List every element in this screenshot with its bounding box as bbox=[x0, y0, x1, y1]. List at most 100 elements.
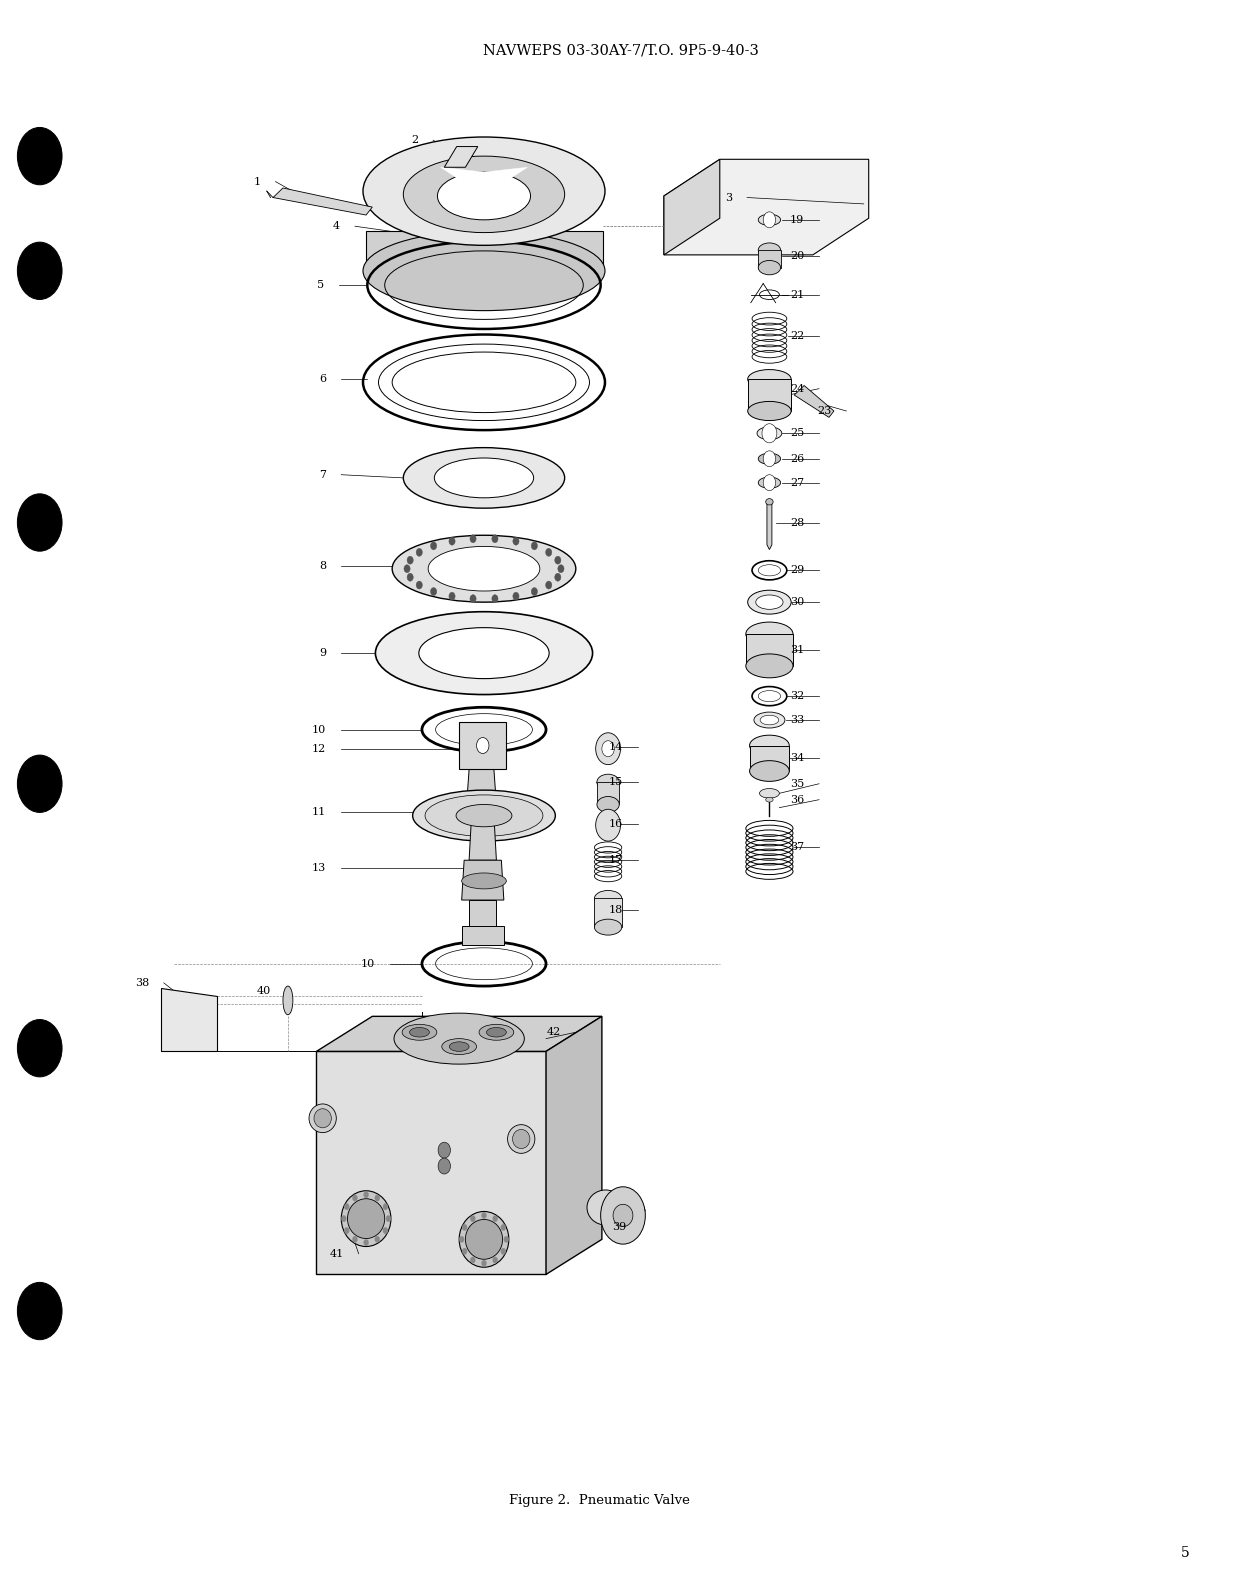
Circle shape bbox=[17, 1020, 62, 1077]
Polygon shape bbox=[746, 634, 793, 666]
FancyBboxPatch shape bbox=[459, 722, 506, 769]
Ellipse shape bbox=[758, 242, 781, 256]
Ellipse shape bbox=[747, 401, 792, 421]
Circle shape bbox=[555, 556, 561, 564]
Circle shape bbox=[493, 1257, 498, 1263]
Text: 1: 1 bbox=[253, 177, 261, 186]
Text: 37: 37 bbox=[791, 843, 804, 852]
Circle shape bbox=[531, 588, 537, 596]
Text: 27: 27 bbox=[791, 478, 804, 487]
Circle shape bbox=[375, 1236, 380, 1243]
Circle shape bbox=[482, 1212, 486, 1219]
Text: 12: 12 bbox=[313, 744, 326, 753]
Circle shape bbox=[438, 1158, 450, 1174]
Circle shape bbox=[383, 1204, 388, 1211]
Ellipse shape bbox=[746, 621, 793, 647]
Circle shape bbox=[501, 1249, 506, 1255]
Polygon shape bbox=[546, 1016, 602, 1274]
Polygon shape bbox=[462, 860, 504, 900]
Ellipse shape bbox=[758, 454, 781, 465]
Ellipse shape bbox=[508, 1125, 535, 1153]
Polygon shape bbox=[767, 502, 772, 550]
Ellipse shape bbox=[486, 1027, 506, 1037]
Text: 20: 20 bbox=[791, 252, 804, 261]
Circle shape bbox=[470, 1257, 475, 1263]
Circle shape bbox=[416, 548, 422, 556]
Ellipse shape bbox=[594, 919, 622, 935]
Circle shape bbox=[383, 1227, 388, 1233]
Text: 40: 40 bbox=[257, 986, 271, 996]
Text: 19: 19 bbox=[791, 215, 804, 225]
Text: 10: 10 bbox=[361, 959, 375, 969]
Ellipse shape bbox=[459, 1211, 509, 1268]
Circle shape bbox=[459, 1236, 464, 1243]
Circle shape bbox=[762, 424, 777, 443]
Ellipse shape bbox=[412, 790, 555, 841]
Circle shape bbox=[352, 1195, 357, 1201]
Text: 2: 2 bbox=[411, 135, 418, 145]
Polygon shape bbox=[602, 1198, 645, 1231]
Ellipse shape bbox=[747, 370, 792, 389]
Ellipse shape bbox=[758, 215, 781, 225]
Polygon shape bbox=[273, 188, 372, 215]
Circle shape bbox=[438, 1142, 450, 1158]
Circle shape bbox=[386, 1215, 391, 1222]
Ellipse shape bbox=[750, 734, 789, 757]
Text: 24: 24 bbox=[791, 384, 804, 393]
Circle shape bbox=[344, 1204, 349, 1211]
Ellipse shape bbox=[462, 873, 506, 889]
Text: 25: 25 bbox=[791, 429, 804, 438]
Text: NAVWEPS 03-30AY-7/T.O. 9P5-9-40-3: NAVWEPS 03-30AY-7/T.O. 9P5-9-40-3 bbox=[483, 45, 758, 57]
Ellipse shape bbox=[375, 612, 593, 695]
Circle shape bbox=[470, 1215, 475, 1222]
Ellipse shape bbox=[597, 774, 619, 790]
Text: 5: 5 bbox=[1180, 1547, 1190, 1560]
Circle shape bbox=[462, 1223, 467, 1230]
Text: 22: 22 bbox=[791, 331, 804, 341]
Circle shape bbox=[531, 542, 537, 550]
Ellipse shape bbox=[759, 789, 779, 798]
Circle shape bbox=[491, 594, 498, 602]
Circle shape bbox=[482, 1260, 486, 1266]
Circle shape bbox=[17, 242, 62, 299]
Polygon shape bbox=[469, 900, 496, 932]
Ellipse shape bbox=[309, 1104, 336, 1133]
Text: 29: 29 bbox=[791, 566, 804, 575]
Circle shape bbox=[555, 573, 561, 581]
Text: 23: 23 bbox=[818, 406, 831, 416]
Ellipse shape bbox=[756, 594, 783, 610]
Circle shape bbox=[596, 809, 620, 841]
Text: 39: 39 bbox=[613, 1222, 627, 1231]
Text: 14: 14 bbox=[609, 742, 623, 752]
Ellipse shape bbox=[753, 712, 784, 728]
Ellipse shape bbox=[410, 1027, 429, 1037]
Text: 41: 41 bbox=[330, 1249, 344, 1258]
Text: 42: 42 bbox=[547, 1027, 561, 1037]
Ellipse shape bbox=[758, 478, 781, 487]
Circle shape bbox=[470, 594, 477, 602]
Circle shape bbox=[763, 451, 776, 467]
Text: 10: 10 bbox=[313, 725, 326, 734]
Circle shape bbox=[546, 548, 552, 556]
Ellipse shape bbox=[449, 1042, 469, 1051]
Ellipse shape bbox=[403, 448, 565, 508]
Ellipse shape bbox=[747, 589, 792, 613]
Ellipse shape bbox=[759, 715, 779, 725]
Ellipse shape bbox=[341, 1192, 391, 1246]
Text: 18: 18 bbox=[609, 905, 623, 914]
Circle shape bbox=[513, 593, 519, 601]
Text: 13: 13 bbox=[313, 863, 326, 873]
Text: 30: 30 bbox=[791, 597, 804, 607]
Polygon shape bbox=[664, 159, 869, 255]
Text: 28: 28 bbox=[791, 518, 804, 527]
Ellipse shape bbox=[594, 890, 622, 906]
Ellipse shape bbox=[392, 535, 576, 602]
Ellipse shape bbox=[314, 1109, 331, 1128]
Ellipse shape bbox=[428, 546, 540, 591]
Ellipse shape bbox=[587, 1190, 624, 1225]
Ellipse shape bbox=[766, 796, 773, 803]
Circle shape bbox=[449, 593, 455, 601]
Text: 31: 31 bbox=[791, 645, 804, 655]
Polygon shape bbox=[794, 386, 834, 417]
Ellipse shape bbox=[746, 653, 793, 679]
